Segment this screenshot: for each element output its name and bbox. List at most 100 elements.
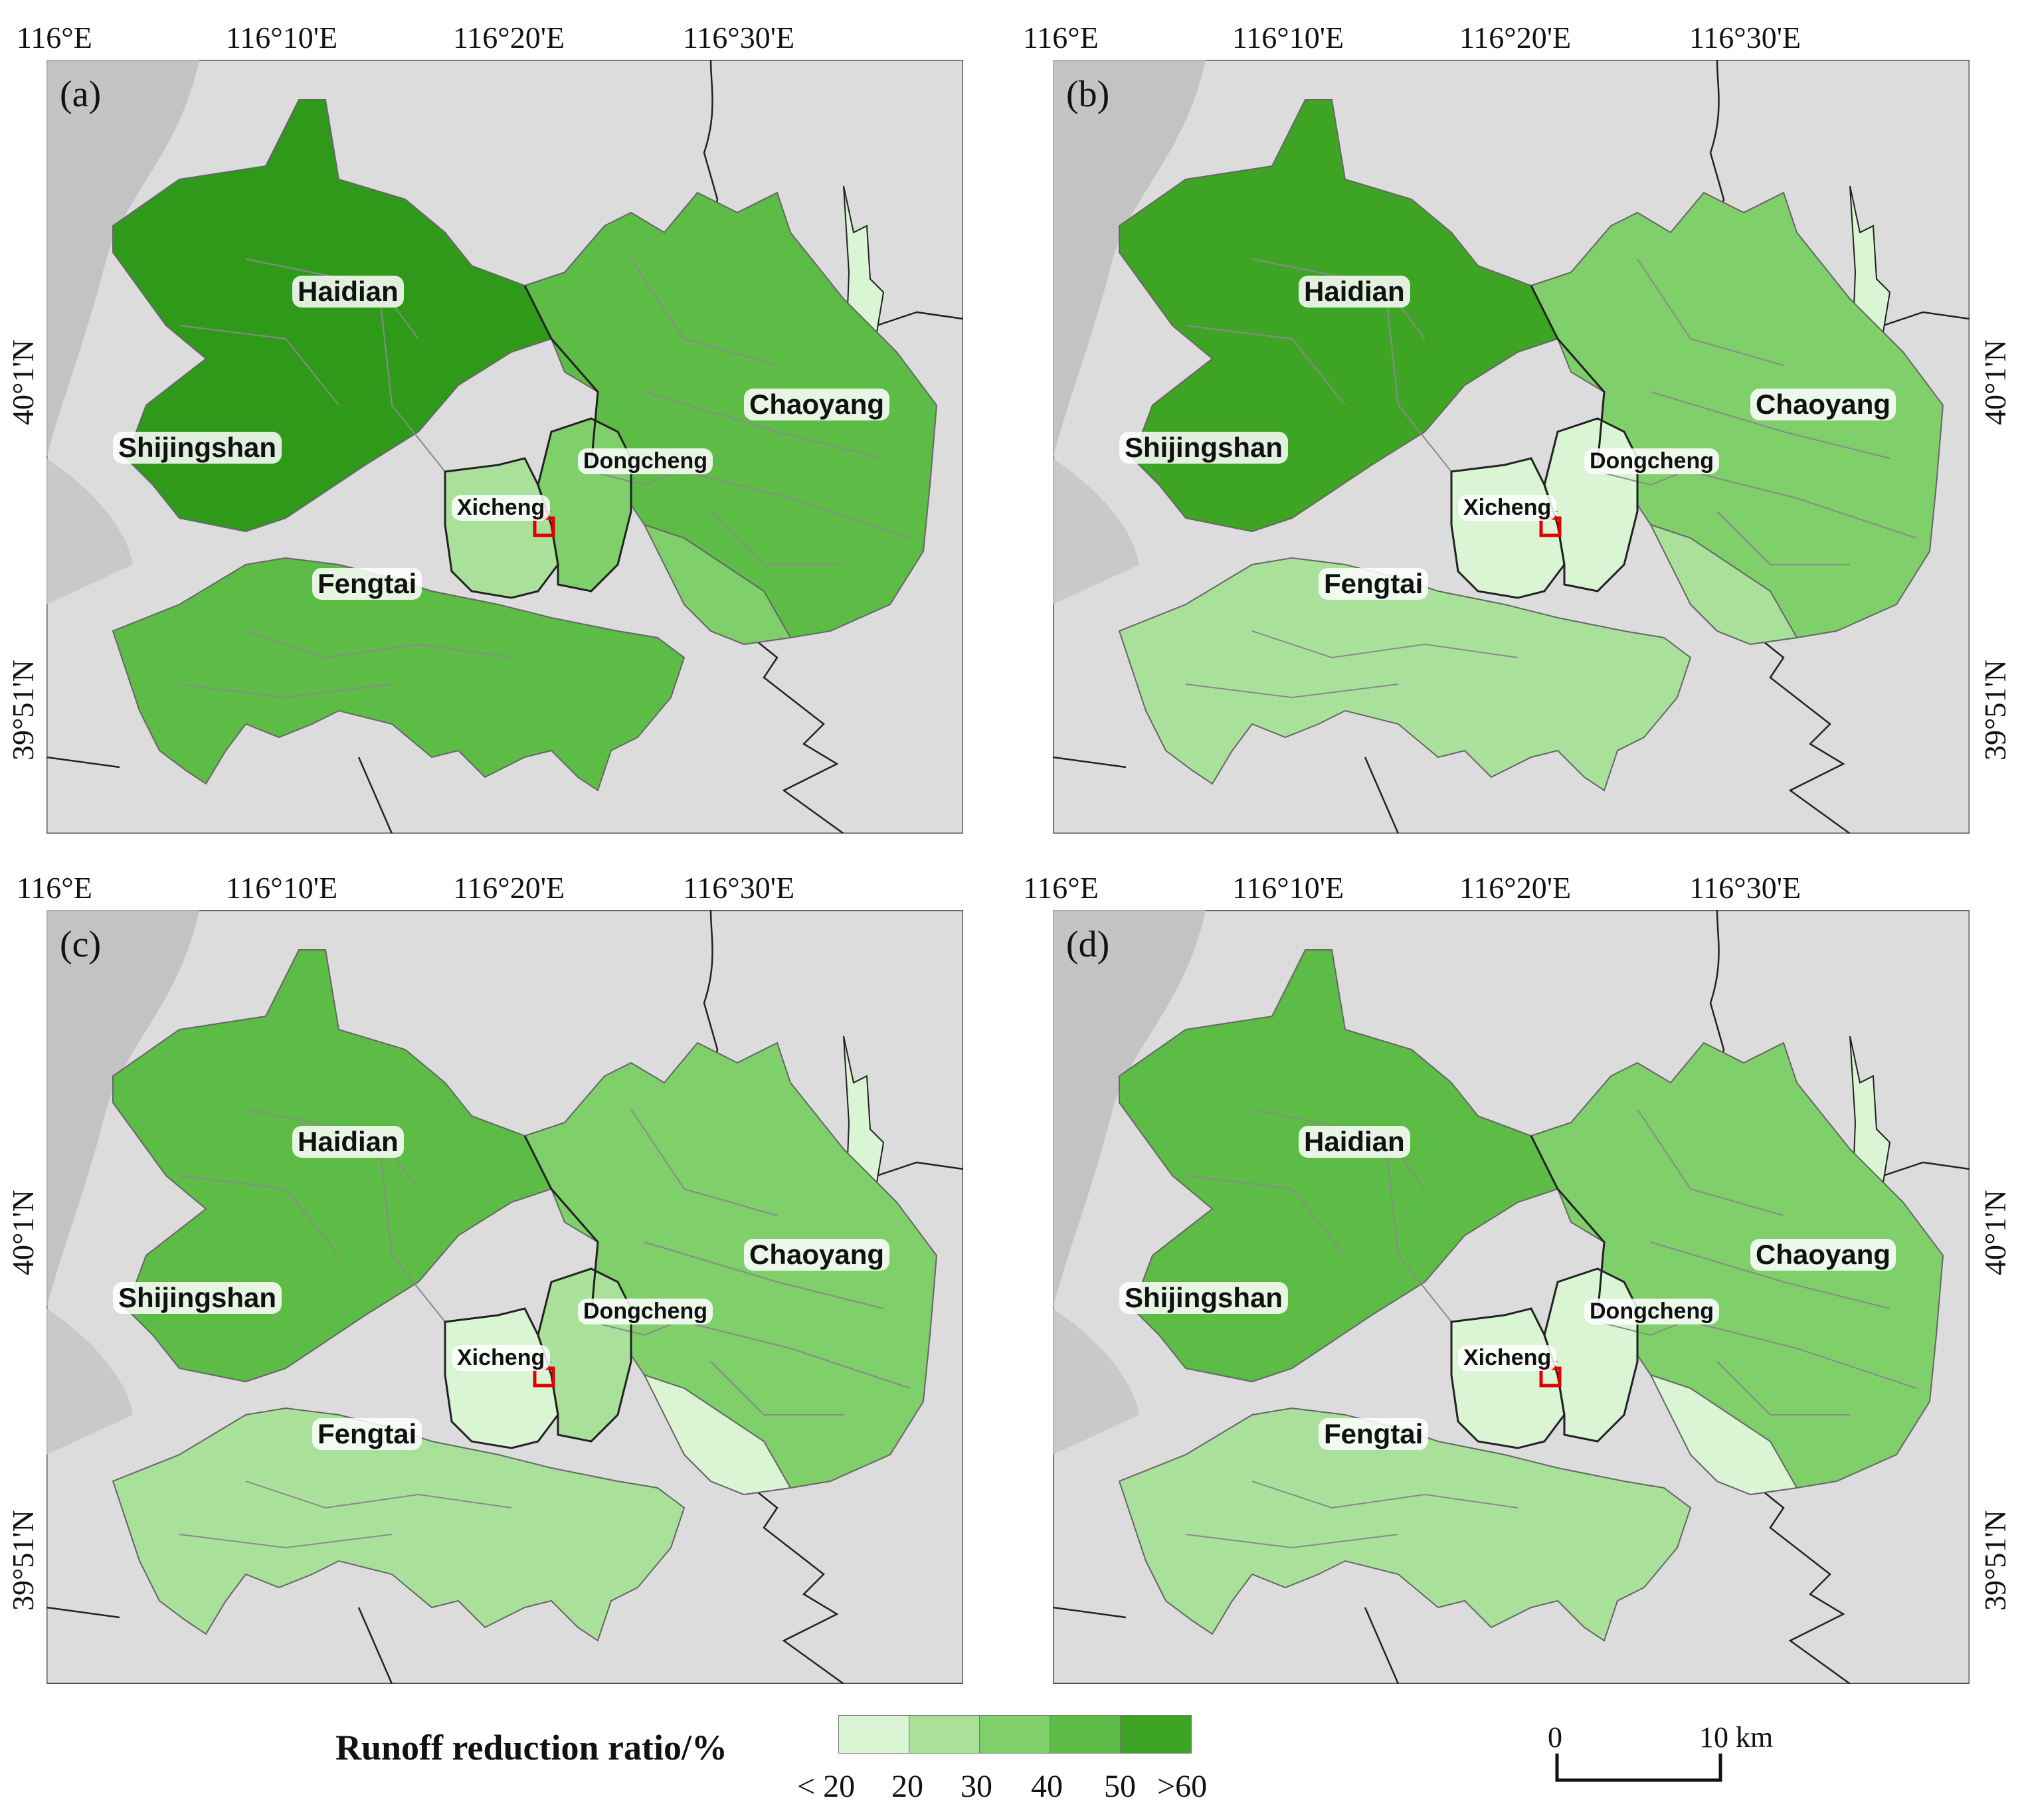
hillshade-terrain <box>46 458 133 604</box>
fengtai-label: Fengtai <box>312 568 422 600</box>
map-canvas <box>1053 60 1970 834</box>
longitude-tick-label: 116°10'E <box>226 21 338 54</box>
longitude-tick-label: 116°E <box>1023 21 1099 54</box>
legend-tick-label: 40 <box>1031 1769 1063 1804</box>
boundary-line <box>46 1606 120 1619</box>
shijingshan-label: Shijingshan <box>113 1282 282 1314</box>
panel-label: (b) <box>1066 74 1110 115</box>
district-boundary <box>1450 1307 1566 1449</box>
legend-swatch <box>979 1715 1051 1754</box>
hillshade-terrain <box>1053 910 1206 1309</box>
district-boundary <box>1450 457 1566 599</box>
subdistrict-boundary <box>1185 1534 1399 1549</box>
boundary-line <box>1053 756 1127 769</box>
legend-tick-label: >60 <box>1157 1769 1208 1804</box>
haidian-district-area <box>1119 949 1559 1383</box>
legend-swatch <box>838 1715 910 1754</box>
latitude-tick-label: 40°1'N <box>6 339 40 425</box>
latitude-tick-label: 40°1'N <box>6 1190 40 1275</box>
hillshade-terrain <box>1053 60 1206 458</box>
boundary-line <box>743 630 844 834</box>
legend-swatch <box>909 1715 980 1754</box>
map-panel-c: (c) Haidian Chaoyang Shijingshan Dongcheng Xi… <box>46 910 963 1684</box>
map-panel-d: (d) Haidian Chaoyang Shijingshan Dongcheng Xi… <box>1053 910 1970 1684</box>
longitude-tick-label: 116°30'E <box>683 21 795 54</box>
subdistrict-boundary <box>1251 630 1518 659</box>
xicheng-label: Xicheng <box>1458 1345 1557 1371</box>
subdistrict-boundary <box>630 258 778 366</box>
district-boundary <box>444 457 559 599</box>
subdistrict-boundary <box>1384 1135 1452 1322</box>
subdistrict-boundary <box>1251 1481 1518 1509</box>
fengtai-label: Fengtai <box>1319 1418 1429 1450</box>
subdistrict-boundary <box>644 391 884 459</box>
boundary-line <box>1364 1607 1400 1684</box>
boundary-line <box>357 1607 393 1684</box>
southeast-subdistrict-area <box>1649 523 1798 646</box>
legend-swatch <box>1050 1715 1121 1754</box>
haidian-district-area <box>112 949 553 1383</box>
longitude-tick-label: 116°30'E <box>1689 21 1801 54</box>
fengtai-label: Fengtai <box>1319 568 1429 600</box>
subdistrict-boundary <box>1384 285 1452 472</box>
hillshade-terrain <box>46 1309 133 1455</box>
fengtai-district-area <box>1118 557 1692 792</box>
subdistrict-boundary <box>710 511 844 565</box>
haidian-label: Haidian <box>1299 276 1410 308</box>
longitude-tick-label: 116°20'E <box>1459 21 1572 54</box>
longitude-tick-label: 116°20'E <box>1459 871 1572 905</box>
longitude-tick-label: 116°E <box>1023 871 1099 905</box>
chaoyang-label: Chaoyang <box>1750 389 1896 420</box>
subdistrict-boundary <box>245 630 512 659</box>
dongcheng-label: Dongcheng <box>578 448 713 474</box>
haidian-district-area <box>112 99 553 533</box>
southeast-subdistrict-area <box>1649 1374 1798 1496</box>
shijingshan-label: Shijingshan <box>1119 1282 1289 1314</box>
hillshade-terrain <box>1053 1309 1139 1455</box>
subdistrict-boundary <box>1185 1175 1346 1256</box>
latitude-tick-label: 39°51'N <box>1978 1510 2012 1611</box>
boundary-line <box>1750 1481 1851 1684</box>
subdistrict-boundary <box>179 325 339 406</box>
chaoyang-label: Chaoyang <box>1750 1239 1896 1271</box>
district-boundary <box>1530 285 1606 466</box>
latitude-tick-label: 39°51'N <box>6 1510 40 1611</box>
panel-label: (a) <box>60 74 102 115</box>
southeast-subdistrict-area <box>643 523 792 646</box>
longitude-tick-label: 116°E <box>17 871 92 905</box>
longitude-tick-label: 116°30'E <box>1689 871 1801 905</box>
legend-tick-label: 50 <box>1104 1769 1136 1804</box>
map-panel-a: (a) Haidian Chaoyang Shijingshan Dongcheng Xi… <box>46 60 963 834</box>
southeast-subdistrict-area <box>643 1374 792 1496</box>
map-canvas <box>46 910 963 1684</box>
boundary-line <box>357 757 393 834</box>
subdistrict-boundary <box>684 1321 911 1389</box>
haidian-label: Haidian <box>1299 1126 1410 1158</box>
shijingshan-label: Shijingshan <box>1119 432 1289 464</box>
chaoyang-label: Chaoyang <box>744 1239 890 1271</box>
boundary-line <box>1750 630 1851 834</box>
latitude-tick-label: 39°51'N <box>6 660 40 761</box>
subdistrict-boundary <box>1650 1241 1890 1309</box>
subdistrict-boundary <box>630 1109 778 1216</box>
scale-bar-start-label: 0 <box>1548 1721 1562 1754</box>
legend-tick-label: < 20 <box>797 1769 856 1804</box>
panel-label: (d) <box>1066 924 1110 965</box>
longitude-tick-label: 116°20'E <box>453 871 565 905</box>
latitude-tick-label: 39°51'N <box>1978 660 2012 761</box>
subdistrict-boundary <box>378 285 446 472</box>
fengtai-district-area <box>112 1407 686 1642</box>
haidian-district-area <box>1119 99 1559 533</box>
subdistrict-boundary <box>1690 1321 1917 1389</box>
haidian-label: Haidian <box>292 1126 404 1158</box>
subdistrict-boundary <box>179 1534 393 1549</box>
latitude-tick-label: 40°1'N <box>1978 1190 2012 1275</box>
legend-swatch <box>1120 1715 1192 1754</box>
xicheng-label: Xicheng <box>452 495 551 521</box>
scale-bar <box>1555 1754 1722 1782</box>
boundary-line <box>1364 757 1400 834</box>
boundary-line <box>46 756 120 769</box>
subdistrict-boundary <box>1637 1109 1784 1216</box>
map-canvas <box>46 60 963 834</box>
dongcheng-label: Dongcheng <box>1584 448 1719 474</box>
